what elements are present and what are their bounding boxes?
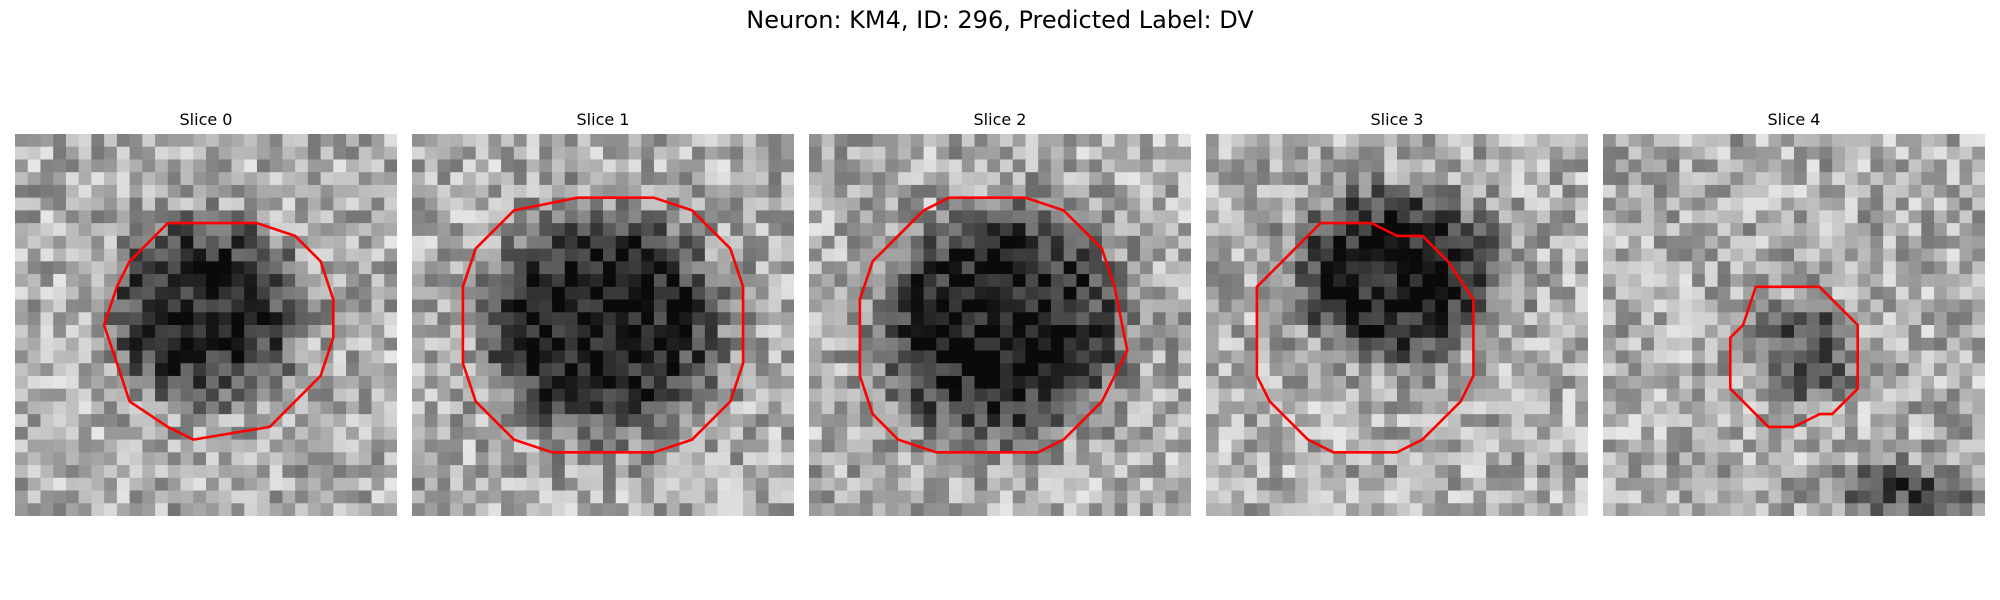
slice-image [1206, 134, 1588, 516]
slice-panel-0: Slice 0 [15, 110, 397, 522]
slice-image [809, 134, 1191, 516]
slice-image [412, 134, 794, 516]
roi-contour [1255, 221, 1475, 454]
roi-contour [1729, 285, 1859, 429]
roi-contour [461, 196, 745, 454]
slice-panel-2: Slice 2 [809, 110, 1191, 522]
slice-image [15, 134, 397, 516]
slice-title: Slice 2 [973, 110, 1027, 129]
figure-title: Neuron: KM4, ID: 296, Predicted Label: D… [746, 6, 1254, 34]
slice-title: Slice 1 [576, 110, 630, 129]
roi-contour [102, 221, 335, 441]
slice-title: Slice 3 [1370, 110, 1424, 129]
slice-image [1603, 134, 1985, 516]
slice-title: Slice 0 [179, 110, 233, 129]
slice-title: Slice 4 [1767, 110, 1821, 129]
slice-panel-3: Slice 3 [1206, 110, 1588, 522]
roi-contour [858, 196, 1129, 454]
slice-panel-4: Slice 4 [1603, 110, 1985, 522]
slice-panel-1: Slice 1 [412, 110, 794, 522]
